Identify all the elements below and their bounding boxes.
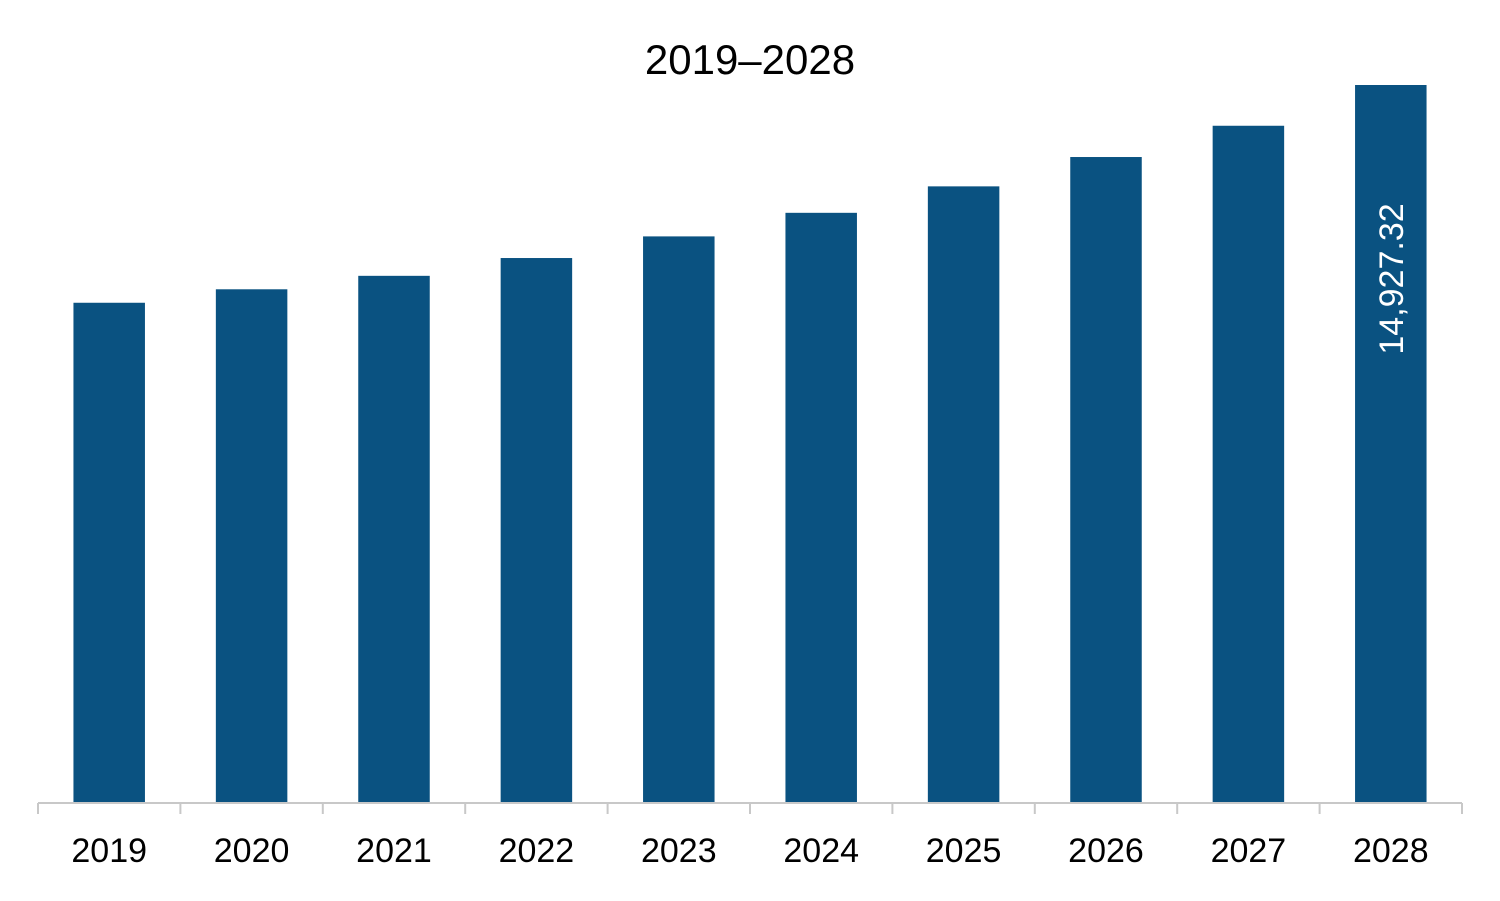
data-labels: 14,927.32 — [1373, 203, 1411, 354]
x-tick-label: 2021 — [356, 832, 432, 870]
x-tick-label: 2028 — [1353, 832, 1429, 870]
x-tick-label: 2023 — [641, 832, 717, 870]
x-tick-label: 2019 — [71, 832, 147, 870]
bar-2028 — [1355, 85, 1427, 803]
data-label: 14,927.32 — [1373, 203, 1411, 354]
x-tick-label: 2022 — [499, 832, 575, 870]
chart-title: 2019–2028 — [645, 36, 855, 83]
x-tick-label: 2024 — [783, 832, 859, 870]
bar-2019 — [73, 302, 145, 803]
x-axis — [37, 802, 1463, 814]
x-tick-label: 2027 — [1211, 832, 1287, 870]
x-tick-label: 2026 — [1068, 832, 1144, 870]
bar-2026 — [1070, 157, 1142, 803]
bar-2021 — [358, 275, 430, 804]
bar-2025 — [927, 186, 1000, 804]
bar-2022 — [500, 258, 573, 803]
x-tick-label: 2025 — [926, 832, 1002, 870]
x-tick-label: 2020 — [214, 832, 290, 870]
bar-2023 — [643, 236, 715, 803]
x-tick-labels: 2019 2020 2021 2022 2023 2024 2025 2026 2027 2028 — [71, 832, 1428, 870]
bar-2024 — [785, 212, 857, 803]
bar-2020 — [215, 289, 288, 803]
bars-group — [73, 85, 1427, 804]
bar-2027 — [1212, 125, 1285, 803]
